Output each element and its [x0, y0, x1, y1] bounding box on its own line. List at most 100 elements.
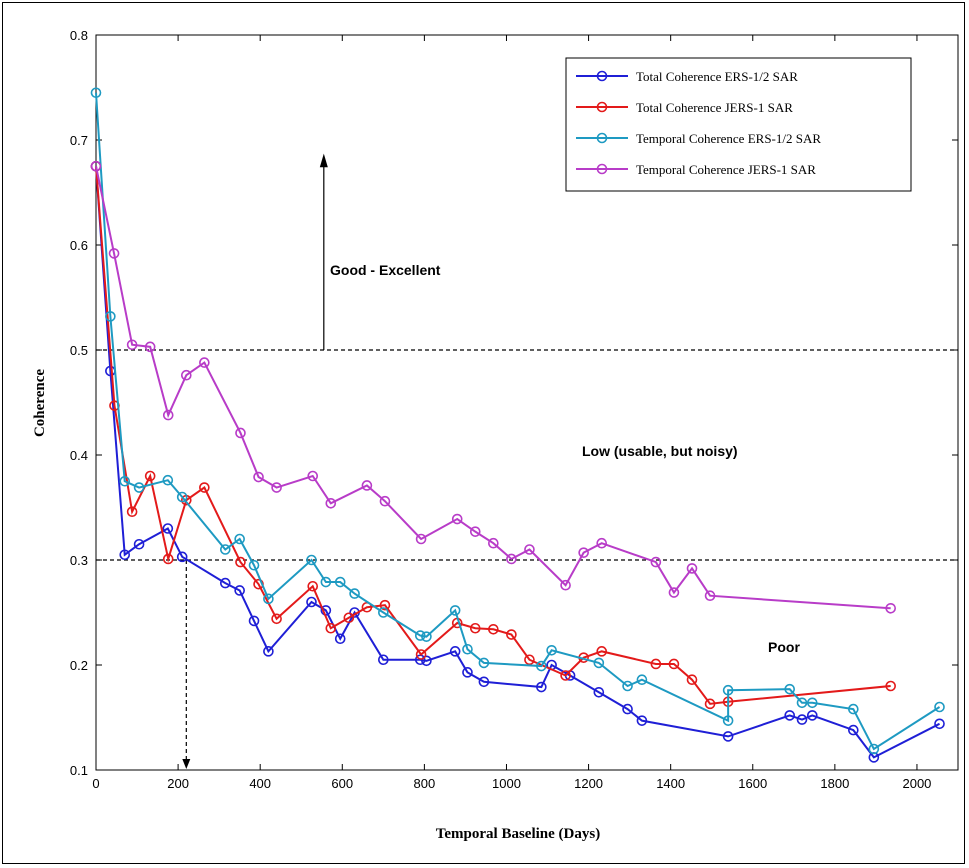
data-point	[784, 683, 796, 695]
data-point	[578, 547, 589, 558]
data-point	[414, 654, 426, 666]
arrow-down-head	[182, 759, 191, 769]
data-point	[462, 643, 473, 655]
data-point	[306, 554, 317, 566]
data-point	[199, 482, 210, 493]
data-point	[220, 577, 231, 589]
data-point	[478, 676, 490, 688]
data-point	[248, 559, 260, 571]
y-tick-label: 0.5	[70, 343, 88, 358]
data-point	[806, 697, 818, 709]
x-tick-label: 0	[92, 776, 99, 791]
data-point	[378, 607, 389, 618]
y-tick-label: 0.8	[70, 28, 88, 43]
x-tick-label: 1400	[656, 776, 685, 791]
data-point	[176, 551, 188, 563]
data-point	[686, 674, 698, 686]
data-point	[868, 743, 880, 755]
data-point	[885, 680, 896, 692]
data-point	[934, 718, 945, 730]
data-point	[378, 654, 389, 666]
data-point	[506, 629, 517, 640]
legend-label: Total Coherence JERS-1 SAR	[636, 100, 793, 115]
data-point	[253, 471, 264, 483]
x-tick-label: 1800	[820, 776, 849, 791]
data-point	[722, 684, 734, 696]
data-point	[796, 697, 808, 709]
data-point	[560, 670, 571, 681]
data-point	[307, 580, 319, 592]
data-point	[421, 631, 432, 642]
x-tick-label: 600	[331, 776, 353, 791]
data-point	[199, 357, 210, 368]
data-point	[108, 248, 120, 259]
data-point	[596, 537, 608, 549]
data-point	[704, 698, 716, 710]
annotation-poor: Poor	[768, 639, 800, 655]
data-point	[524, 654, 535, 666]
data-point	[379, 495, 391, 507]
data-point	[220, 544, 231, 555]
y-tick-label: 0.4	[70, 448, 88, 463]
data-point	[668, 658, 680, 670]
data-point	[704, 590, 716, 602]
data-point	[796, 714, 808, 725]
y-tick-label: 0.6	[70, 238, 88, 253]
data-point	[306, 596, 317, 608]
data-point	[885, 602, 896, 614]
legend-label: Total Coherence ERS-1/2 SAR	[636, 69, 798, 84]
series-line	[95, 166, 891, 610]
annotations: Good - Excellent Low (usable, but noisy)…	[330, 262, 800, 655]
data-point	[560, 579, 571, 591]
data-point	[119, 475, 131, 487]
legend-swatch-marker	[596, 163, 608, 175]
series-2	[90, 160, 896, 710]
data-point	[668, 587, 680, 598]
data-point	[343, 612, 355, 624]
legend-label: Temporal Coherence JERS-1 SAR	[636, 162, 816, 177]
data-point	[133, 538, 145, 550]
data-point	[596, 646, 608, 657]
series-line	[95, 92, 941, 751]
data-point	[784, 710, 796, 721]
legend-swatch-marker	[596, 132, 608, 144]
legend-swatch-marker	[596, 70, 608, 82]
data-point	[636, 674, 648, 686]
x-tick-label: 400	[249, 776, 271, 791]
data-point	[320, 576, 332, 588]
data-point	[181, 369, 192, 381]
data-point	[536, 681, 547, 693]
data-point	[176, 491, 188, 503]
data-point	[162, 553, 174, 565]
data-point	[144, 341, 156, 353]
series-line	[95, 166, 891, 705]
x-tick-label: 800	[414, 776, 436, 791]
data-point	[449, 646, 461, 657]
data-point	[536, 660, 547, 672]
data-point	[234, 533, 245, 545]
data-point	[421, 655, 432, 667]
series-3	[90, 87, 945, 755]
y-tick-label: 0.2	[70, 658, 88, 673]
x-tick-label: 2000	[902, 776, 931, 791]
data-point	[248, 615, 260, 627]
data-point	[478, 657, 490, 669]
legend: Total Coherence ERS-1/2 SAR Total Coheren…	[565, 57, 912, 192]
data-point	[361, 480, 373, 491]
y-tick-label: 0.1	[70, 763, 88, 778]
data-point	[524, 544, 535, 555]
data-point	[119, 549, 131, 561]
annotation-low-usable: Low (usable, but noisy)	[582, 443, 738, 459]
x-tick-label: 200	[167, 776, 189, 791]
data-point	[271, 613, 282, 625]
data-point	[488, 623, 499, 635]
data-point	[307, 470, 319, 482]
data-point	[622, 680, 633, 692]
data-point	[263, 593, 274, 605]
data-point	[546, 644, 557, 656]
data-point	[451, 513, 463, 525]
data-point	[90, 87, 102, 99]
data-point	[325, 497, 337, 509]
